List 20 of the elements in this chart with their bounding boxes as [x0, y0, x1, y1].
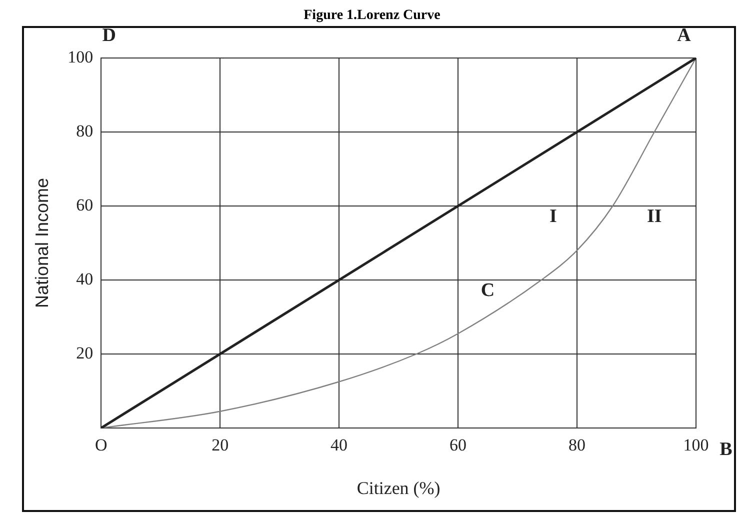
text: D	[102, 24, 116, 46]
y-tick-label: 40	[76, 269, 94, 288]
y-tick-label: 20	[76, 343, 94, 362]
x-tick-label: 80	[568, 436, 586, 455]
chart-title: Figure 1.Lorenz Curve	[302, 8, 442, 24]
x-tick-label: 60	[450, 436, 467, 455]
y-tick-label: 60	[76, 195, 94, 214]
x-tick-label: 20	[212, 436, 229, 455]
y-tick-label: 80	[76, 121, 94, 140]
annotation: II	[646, 206, 662, 228]
y-tick-label: 100	[68, 47, 94, 66]
text: A	[677, 24, 692, 46]
annotation: I	[550, 206, 557, 228]
y-axis-title: National Income	[32, 178, 52, 308]
text: B	[720, 438, 733, 460]
x-tick-label: 40	[330, 436, 348, 455]
x-axis-title: Citizen (%)	[356, 478, 440, 498]
x-tick-label: O	[94, 436, 108, 455]
x-tick-label: 100	[683, 436, 709, 455]
annotation: C	[480, 280, 495, 302]
